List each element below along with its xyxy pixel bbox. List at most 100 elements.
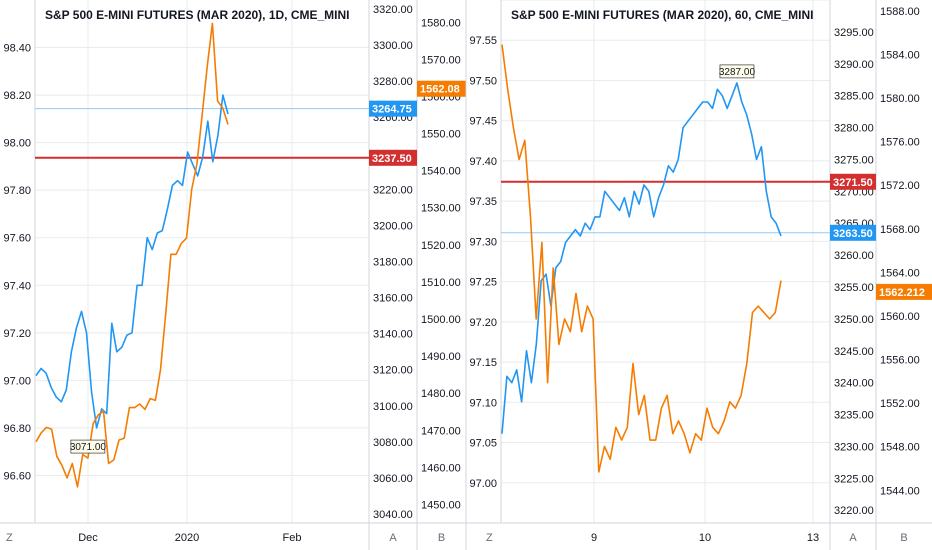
axis-b-tick-label: 1560.00 <box>880 311 920 323</box>
axis-a-tick-label: 3100.00 <box>373 401 413 413</box>
corner-label[interactable]: Z <box>486 532 493 544</box>
axis-a-tick-label: 3280.00 <box>373 76 413 88</box>
price-badge-label: 3264.75 <box>372 104 412 116</box>
corner-label[interactable]: Z <box>6 532 13 544</box>
left-axis-tick-label: 97.40 <box>3 280 31 292</box>
left-axis-tick-label: 98.40 <box>3 43 31 55</box>
left-axis-tick-label: 97.00 <box>469 478 497 490</box>
axis-b-tick-label: 1568.00 <box>880 224 920 236</box>
left-axis-tick-label: 97.55 <box>469 35 497 47</box>
chart-title: S&P 500 E-MINI FUTURES (MAR 2020), 1D, C… <box>45 8 350 22</box>
axis-b-tick-label: 1520.00 <box>421 240 461 252</box>
annotation-label: 3287.00 <box>719 67 756 78</box>
axis-b-tick-label: 1544.00 <box>880 485 920 497</box>
axis-b-tick-label: 1500.00 <box>421 314 461 326</box>
left-axis-tick-label: 97.60 <box>3 233 31 245</box>
series-line-orange <box>35 22 229 488</box>
left-axis-tick-label: 97.40 <box>469 156 497 168</box>
axis-a-tick-label: 3200.00 <box>373 220 413 232</box>
x-tick-label: Feb <box>283 532 302 544</box>
axis-a-tick-label: 3220.00 <box>834 505 874 517</box>
axis-a-tick-label: 3245.00 <box>834 346 874 358</box>
annotation-box <box>70 439 106 454</box>
left-axis-tick-label: 97.20 <box>469 317 497 329</box>
axis-a-tick-label: 3225.00 <box>834 473 874 485</box>
axis-b-tick-label: 1576.00 <box>880 137 920 149</box>
axis-b-tick-label: 1556.00 <box>880 355 920 367</box>
axis-a-tick-label: 3250.00 <box>834 314 874 326</box>
axis-b-tick-label: 1460.00 <box>421 462 461 474</box>
left-axis-tick-label: 98.20 <box>3 90 31 102</box>
price-badge <box>830 173 876 190</box>
left-axis-tick-label: 98.00 <box>3 138 31 150</box>
axis-b-tick-label: 1588.00 <box>880 6 920 18</box>
axis-a-tick-label: 3140.00 <box>373 329 413 341</box>
axis-a-tick-label: 3080.00 <box>373 437 413 449</box>
axis-b-tick-label: 1572.00 <box>880 180 920 192</box>
axis-a-tick-label: 3280.00 <box>834 123 874 135</box>
chart-panel-2: 97.55 97.50 97.45 97.40 97.35 97.30 97.25 97.20… <box>465 0 932 550</box>
axis-a-button[interactable]: A <box>849 532 857 544</box>
left-axis-tick-label: 96.80 <box>3 423 31 435</box>
x-tick-label: 13 <box>807 532 819 544</box>
axis-b-tick-label: 1564.00 <box>880 267 920 279</box>
price-badge-label: 3237.50 <box>372 153 412 165</box>
price-badge <box>830 224 876 241</box>
axis-a-tick-label: 3295.00 <box>834 27 874 39</box>
left-axis-tick-label: 97.05 <box>469 438 497 450</box>
axis-b-button[interactable]: B <box>438 532 445 544</box>
axis-b-tick-label: 1580.00 <box>880 93 920 105</box>
panel-background <box>466 0 932 550</box>
axis-b-tick-label: 1490.00 <box>421 351 461 363</box>
axis-a-tick-label: 3160.00 <box>373 293 413 305</box>
axis-b-tick-label: 1540.00 <box>421 166 461 178</box>
price-badge <box>369 149 417 166</box>
axis-b-button[interactable]: B <box>900 532 907 544</box>
price-badge-label: 1562.08 <box>420 84 460 96</box>
left-axis-tick-label: 97.00 <box>3 375 31 387</box>
axis-b-tick-label: 1580.00 <box>421 17 461 29</box>
axis-b-tick-label: 1552.00 <box>880 398 920 410</box>
panel-background <box>0 0 466 550</box>
axis-a-tick-label: 3290.00 <box>834 59 874 71</box>
price-badge-label: 1562.212 <box>879 287 925 299</box>
axis-a-tick-label: 3060.00 <box>373 473 413 485</box>
axis-a-tick-label: 3300.00 <box>373 40 413 52</box>
price-badge-label: 3263.50 <box>833 228 873 240</box>
series-line-orange <box>501 44 782 473</box>
axis-b-tick-label: 1480.00 <box>421 388 461 400</box>
axis-b-tick-label: 1550.00 <box>421 129 461 141</box>
axis-a-tick-label: 3285.00 <box>834 91 874 103</box>
x-tick-label: Dec <box>78 532 98 544</box>
left-axis-tick-label: 97.10 <box>469 397 497 409</box>
axis-a-tick-label: 3180.00 <box>373 257 413 269</box>
left-axis-tick-label: 97.15 <box>469 357 497 369</box>
x-tick-label: 9 <box>591 532 597 544</box>
axis-a-tick-label: 3220.00 <box>373 184 413 196</box>
axis-a-tick-label: 3320.00 <box>373 4 413 16</box>
left-axis-tick-label: 97.25 <box>469 277 497 289</box>
price-badge <box>876 283 932 300</box>
axis-a-tick-label: 3230.00 <box>834 441 874 453</box>
annotation-box <box>719 64 755 79</box>
series-line-blue <box>501 82 782 434</box>
x-tick-label: 2020 <box>175 532 199 544</box>
axis-a-button[interactable]: A <box>389 532 397 544</box>
axis-b-tick-label: 1530.00 <box>421 203 461 215</box>
axis-b-tick-label: 1584.00 <box>880 49 920 61</box>
axis-b-tick-label: 1570.00 <box>421 54 461 66</box>
price-badge-label: 3271.50 <box>833 177 873 189</box>
axis-a-tick-label: 3255.00 <box>834 282 874 294</box>
axis-a-tick-label: 3240.00 <box>834 378 874 390</box>
chart-panel-1: 98.40 98.20 98.00 97.80 97.60 97.40 97.20 97.00… <box>0 0 466 550</box>
left-axis-tick-label: 96.60 <box>3 470 31 482</box>
axis-a-tick-label: 3040.00 <box>373 509 413 521</box>
x-tick-label: 10 <box>699 532 711 544</box>
chart-title: S&P 500 E-MINI FUTURES (MAR 2020), 60, C… <box>511 8 814 22</box>
axis-b-tick-label: 1548.00 <box>880 442 920 454</box>
axis-a-tick-label: 3235.00 <box>834 410 874 422</box>
axis-b-tick-label: 1510.00 <box>421 277 461 289</box>
price-badge <box>369 100 417 117</box>
left-axis-tick-label: 97.35 <box>469 196 497 208</box>
